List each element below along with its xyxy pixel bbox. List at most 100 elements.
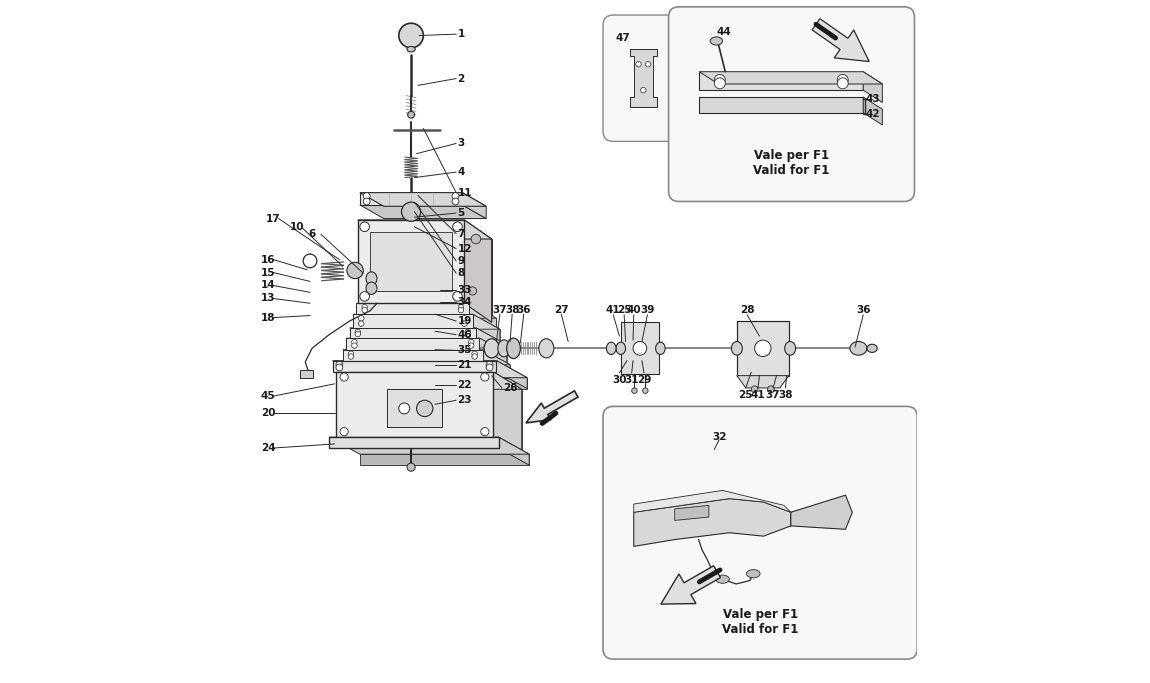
Text: 36: 36	[856, 305, 871, 315]
Polygon shape	[336, 372, 522, 389]
Circle shape	[340, 373, 348, 381]
Circle shape	[461, 316, 467, 321]
Polygon shape	[661, 566, 720, 604]
Polygon shape	[634, 499, 791, 546]
Text: 21: 21	[458, 361, 472, 370]
Polygon shape	[360, 193, 462, 205]
FancyBboxPatch shape	[668, 7, 914, 201]
Text: 17: 17	[267, 214, 281, 223]
Polygon shape	[476, 328, 504, 353]
Ellipse shape	[539, 339, 554, 358]
Bar	[300, 370, 313, 378]
Circle shape	[458, 307, 463, 313]
Polygon shape	[634, 490, 791, 512]
Polygon shape	[465, 220, 492, 322]
Text: 3: 3	[458, 139, 465, 148]
Circle shape	[347, 262, 363, 279]
Circle shape	[399, 403, 409, 414]
Polygon shape	[356, 303, 497, 318]
Text: 26: 26	[504, 383, 518, 393]
Circle shape	[472, 234, 481, 244]
Circle shape	[348, 354, 354, 359]
Polygon shape	[675, 505, 708, 520]
Polygon shape	[791, 495, 852, 529]
Polygon shape	[630, 49, 657, 107]
Polygon shape	[497, 361, 527, 389]
Text: 7: 7	[458, 229, 465, 238]
Circle shape	[453, 222, 462, 232]
Ellipse shape	[711, 37, 722, 45]
Polygon shape	[699, 72, 882, 84]
Circle shape	[837, 74, 849, 85]
Polygon shape	[346, 338, 507, 353]
Text: 47: 47	[616, 33, 630, 42]
Polygon shape	[493, 372, 522, 455]
Ellipse shape	[366, 282, 377, 294]
Ellipse shape	[867, 344, 877, 352]
Text: 41: 41	[751, 390, 766, 400]
Circle shape	[714, 78, 726, 89]
Circle shape	[631, 388, 637, 393]
Ellipse shape	[366, 272, 377, 285]
Circle shape	[465, 331, 470, 337]
Polygon shape	[812, 18, 869, 61]
Circle shape	[468, 339, 474, 345]
Polygon shape	[385, 239, 492, 322]
Circle shape	[632, 342, 646, 355]
Polygon shape	[358, 220, 492, 239]
Polygon shape	[329, 437, 529, 454]
Circle shape	[360, 222, 369, 232]
Polygon shape	[370, 365, 511, 376]
Ellipse shape	[616, 342, 626, 354]
Text: 10: 10	[290, 223, 304, 232]
Circle shape	[363, 198, 370, 205]
Circle shape	[340, 428, 348, 436]
Polygon shape	[350, 328, 504, 343]
Text: 6: 6	[308, 229, 316, 239]
Text: 28: 28	[739, 305, 754, 315]
Polygon shape	[356, 303, 469, 314]
Circle shape	[751, 386, 758, 393]
Polygon shape	[358, 220, 465, 303]
Text: 22: 22	[458, 380, 472, 389]
Text: Vale per F1: Vale per F1	[722, 608, 798, 622]
Polygon shape	[699, 72, 864, 90]
Circle shape	[458, 305, 463, 310]
Ellipse shape	[746, 570, 760, 578]
Polygon shape	[621, 322, 659, 374]
Text: 39: 39	[641, 305, 654, 315]
Text: 42: 42	[866, 109, 881, 119]
Polygon shape	[365, 389, 522, 455]
Text: 38: 38	[779, 390, 792, 400]
Circle shape	[645, 61, 651, 67]
Polygon shape	[469, 303, 497, 329]
Polygon shape	[473, 314, 500, 343]
Circle shape	[304, 254, 317, 268]
Polygon shape	[480, 338, 507, 365]
Polygon shape	[737, 321, 789, 376]
Ellipse shape	[484, 339, 499, 358]
Circle shape	[486, 361, 493, 368]
Text: 16: 16	[261, 255, 275, 264]
Circle shape	[636, 61, 642, 67]
Ellipse shape	[407, 111, 414, 118]
Text: 20: 20	[261, 408, 275, 418]
Text: 18: 18	[261, 313, 275, 322]
Polygon shape	[864, 97, 882, 125]
Polygon shape	[370, 232, 452, 291]
Circle shape	[352, 339, 358, 345]
Polygon shape	[346, 338, 480, 350]
Text: 32: 32	[712, 432, 727, 442]
Text: 5: 5	[458, 208, 465, 218]
Polygon shape	[353, 314, 500, 329]
Polygon shape	[336, 372, 493, 437]
Circle shape	[465, 329, 470, 335]
Text: 24: 24	[261, 443, 276, 453]
Circle shape	[336, 364, 343, 371]
Polygon shape	[864, 72, 882, 102]
Text: 29: 29	[637, 375, 651, 385]
Text: 12: 12	[458, 244, 472, 253]
Circle shape	[468, 287, 476, 295]
Polygon shape	[363, 378, 527, 389]
Circle shape	[754, 340, 770, 357]
